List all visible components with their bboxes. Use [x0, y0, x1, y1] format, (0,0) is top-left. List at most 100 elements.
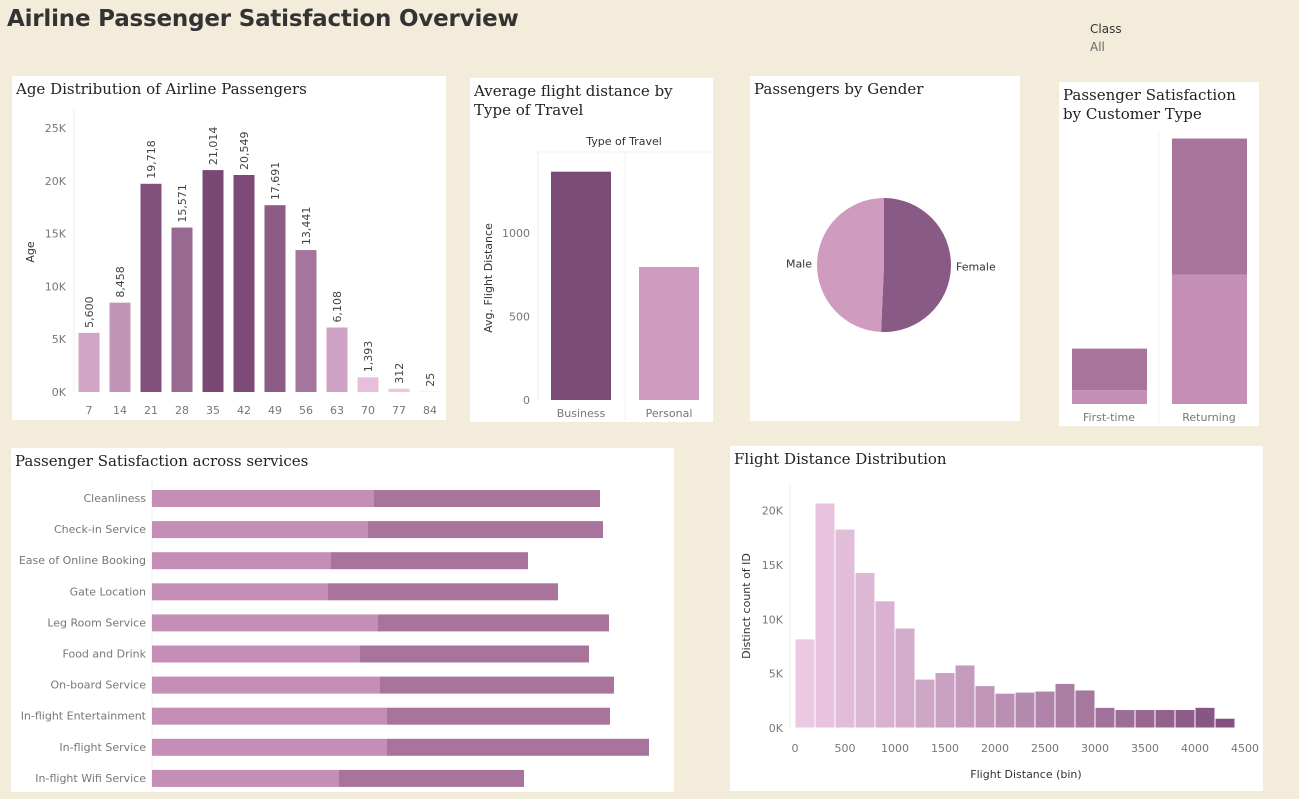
age-bar: [140, 183, 162, 392]
histogram-bar: [794, 638, 816, 729]
age-bar-value-label: 312: [393, 363, 406, 384]
histogram-bar: [1194, 706, 1216, 729]
age-x-tick-label: 49: [268, 404, 282, 417]
services-bar-segment: [152, 521, 368, 539]
flight-distance-panel: Average flight distance by Type of Trave…: [470, 78, 713, 422]
services-category-label: Gate Location: [70, 585, 146, 598]
distance-chart-title: Average flight distance by Type of Trave…: [474, 82, 673, 119]
age-bar-value-label: 5,600: [83, 296, 96, 328]
gender-chart: Female Male: [786, 198, 996, 332]
services-category-label: On-board Service: [50, 679, 146, 692]
age-chart-title: Age Distribution of Airline Passengers: [16, 80, 307, 98]
age-x-tick-label: 84: [423, 404, 437, 417]
distance-y-axis-title: Avg. Flight Distance: [482, 223, 495, 333]
histogram-bar: [814, 502, 836, 729]
age-x-tick-label: 70: [361, 404, 375, 417]
histogram-x-tick-label: 2500: [1031, 742, 1059, 755]
distance-column-header: Type of Travel: [585, 135, 662, 148]
histogram-y-axis-title: Distinct count of ID: [740, 553, 753, 659]
services-category-label: Ease of Online Booking: [19, 554, 146, 567]
distance-y-tick-label: 1000: [502, 227, 530, 240]
services-bar-segment: [360, 645, 589, 663]
histogram-bar: [1114, 709, 1136, 729]
age-x-tick-label: 56: [299, 404, 313, 417]
histogram-y-tick-label: 15K: [762, 559, 784, 572]
gender-chart-title: Passengers by Gender: [754, 80, 924, 98]
services-bar-segment: [387, 738, 649, 756]
histogram-x-tick-label: 1500: [931, 742, 959, 755]
services-bar-segment: [152, 614, 378, 632]
class-filter[interactable]: Class All: [1090, 22, 1122, 54]
histogram-bar: [934, 672, 956, 729]
services-bar-segment: [328, 583, 558, 601]
age-y-tick-label: 0K: [52, 386, 67, 399]
age-bar-value-label: 15,571: [176, 184, 189, 223]
age-bar: [326, 327, 348, 392]
distance-x-tick-label: Business: [557, 407, 606, 420]
gender-slice: [817, 198, 884, 332]
age-bar-value-label: 1,393: [362, 341, 375, 373]
age-distribution-panel: Age Distribution of Airline Passengers 0…: [12, 76, 446, 420]
histogram-x-tick-label: 0: [792, 742, 799, 755]
gender-slice-label: Male: [786, 257, 812, 270]
customer-bar-segment: [1172, 274, 1247, 404]
services-category-label: In-flight Service: [59, 741, 146, 754]
services-bar-segment: [368, 521, 603, 539]
age-x-tick-label: 63: [330, 404, 344, 417]
customer-chart: First-time Returning: [1072, 132, 1247, 424]
services-chart-title: Passenger Satisfaction across services: [15, 452, 309, 470]
gender-slice: [881, 198, 951, 332]
age-bar: [109, 302, 131, 392]
histogram-bar: [974, 685, 996, 729]
class-filter-label: Class: [1090, 22, 1122, 36]
gender-panel: Passengers by Gender Female Male: [750, 76, 1020, 421]
histogram-bar: [1134, 709, 1156, 729]
age-y-tick-label: 20K: [45, 175, 67, 188]
age-y-tick-label: 15K: [45, 228, 67, 241]
histogram-y-tick-label: 5K: [769, 668, 784, 681]
class-filter-value[interactable]: All: [1090, 40, 1105, 54]
histogram-panel: Flight Distance Distribution 0K 5K 10K 15K 2…: [730, 446, 1263, 791]
services-bar-segment: [152, 490, 374, 507]
age-bar: [295, 250, 317, 392]
age-bar-value-label: 13,441: [300, 207, 313, 246]
distance-y-tick-label: 0: [523, 394, 530, 407]
age-x-tick-label: 28: [175, 404, 189, 417]
services-bar-segment: [387, 707, 610, 725]
age-bar: [171, 227, 193, 392]
histogram-bar: [1214, 717, 1236, 729]
customer-x-tick-label: First-time: [1083, 411, 1135, 424]
histogram-x-tick-label: 2000: [981, 742, 1009, 755]
histogram-x-axis-title: Flight Distance (bin): [970, 768, 1081, 781]
histogram-bar: [874, 600, 896, 729]
services-bar-segment: [152, 552, 331, 570]
age-chart: 0K 5K 10K 15K 20K 25K Age 5,600 7 8,458 14 19,718 21…: [24, 109, 441, 417]
services-category-label: Food and Drink: [63, 648, 147, 661]
histogram-bar: [914, 678, 936, 729]
histogram-y-tick-label: 10K: [762, 613, 784, 626]
age-x-tick-label: 7: [86, 404, 93, 417]
age-x-tick-label: 14: [113, 404, 127, 417]
histogram-bar: [1074, 689, 1096, 729]
distance-bar: [639, 266, 699, 400]
histogram-y-tick-label: 20K: [762, 505, 784, 518]
services-bar-segment: [380, 676, 614, 694]
services-category-label: In-flight Wifi Service: [35, 772, 146, 785]
histogram-x-tick-label: 1000: [881, 742, 909, 755]
histogram-x-tick-label: 4000: [1181, 742, 1209, 755]
services-bar-segment: [331, 552, 528, 570]
services-bar-segment: [152, 583, 328, 601]
services-bar-segment: [152, 645, 360, 663]
services-panel: Passenger Satisfaction across services C…: [11, 448, 674, 792]
age-y-axis-title: Age: [24, 241, 37, 263]
histogram-bar: [1094, 706, 1116, 729]
age-bar-value-label: 25: [424, 373, 437, 387]
histogram-bar: [1034, 690, 1056, 729]
services-category-label: Check-in Service: [54, 523, 146, 536]
age-y-tick-label: 10K: [45, 280, 67, 293]
age-bar: [264, 205, 286, 392]
distance-x-tick-label: Personal: [646, 407, 693, 420]
services-bar-segment: [152, 738, 387, 756]
age-x-tick-label: 77: [392, 404, 406, 417]
services-bar-segment: [152, 707, 387, 725]
